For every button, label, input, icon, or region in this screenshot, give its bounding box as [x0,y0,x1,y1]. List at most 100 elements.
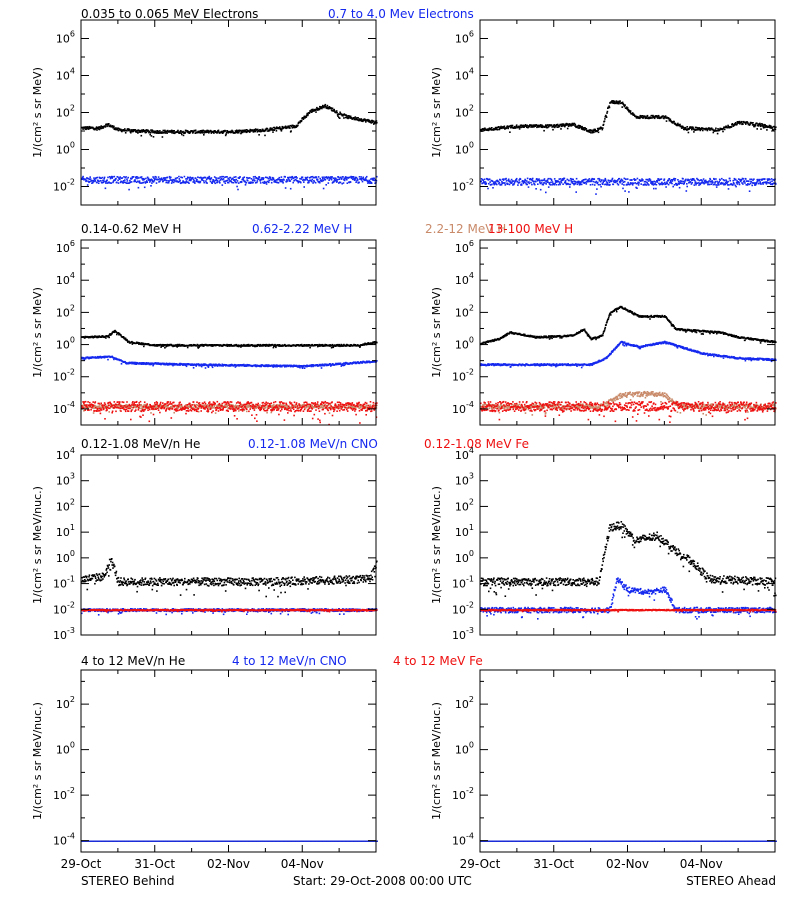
data-point [159,130,161,132]
data-point [152,181,155,183]
data-point [617,101,620,104]
data-point [210,177,213,179]
data-point [543,179,545,181]
data-point [115,127,117,129]
data-point [102,179,105,182]
data-point [762,125,764,128]
data-point [230,130,232,133]
data-point [662,115,664,117]
data-point [345,344,348,347]
data-point [575,191,577,193]
data-point [219,182,221,184]
data-point [482,179,485,182]
data-point [186,346,189,349]
data-point [210,130,212,132]
data-point [272,346,275,349]
data-point [201,132,204,134]
data-point [488,182,490,185]
data-point [265,345,267,347]
data-point [333,108,335,111]
data-point [81,357,84,360]
data-point [148,181,151,183]
data-point [276,365,278,368]
data-point [545,124,547,126]
data-point [333,180,335,182]
data-point [735,185,737,188]
data-point [539,188,542,191]
data-point [492,187,494,189]
data-point [219,406,221,408]
data-point [286,180,289,182]
data-point [253,344,256,347]
data-point [319,181,321,184]
data-point [336,114,339,116]
data-point [358,181,360,184]
data-point [162,132,164,134]
data-point [131,343,134,345]
data-point [224,134,227,137]
data-point [214,182,216,185]
data-point [269,176,272,179]
data-point [127,129,130,132]
data-point [305,344,308,346]
data-point [309,346,311,349]
data-point [571,178,573,180]
data-point [541,183,544,186]
data-point [591,180,593,182]
data-point [541,126,544,129]
data-point [310,176,313,178]
data-point [292,125,294,127]
data-point [185,404,187,406]
data-point [166,132,168,134]
data-point [724,181,727,184]
data-point [748,190,751,192]
data-point [166,364,169,366]
data-point [330,406,332,408]
data-point [322,187,325,190]
data-point [315,404,318,407]
legend-label: 4 to 12 MeV Fe [393,654,483,668]
data-point [690,127,693,129]
data-point [240,181,243,183]
data-point [330,177,332,179]
data-point [720,183,722,185]
data-point [517,184,519,186]
data-point [307,405,309,408]
data-point [156,363,159,365]
data-point [698,127,701,129]
data-point [657,117,659,119]
data-point [266,176,268,179]
data-point [261,407,264,409]
data-point [100,336,103,338]
data-point [177,345,180,347]
data-point [535,124,538,126]
data-point [262,178,265,181]
data-point [539,124,542,126]
data-point [326,104,329,107]
data-point [302,178,305,181]
data-point [723,128,726,131]
data-point [135,181,138,183]
data-point [297,122,300,125]
data-point [731,124,733,126]
data-point [715,178,717,180]
data-point [545,126,548,129]
data-point [636,187,638,189]
data-point [323,106,325,109]
data-point [664,183,667,185]
data-point [771,126,774,129]
data-point [358,119,360,122]
data-point [300,119,303,122]
data-point [100,177,102,179]
data-point [127,405,130,408]
data-point [124,337,126,339]
data-point [771,127,773,130]
data-point [346,115,349,117]
data-point [273,178,275,181]
data-point [174,180,176,182]
data-point [716,184,719,186]
data-point [250,181,252,184]
data-point [349,115,352,118]
data-point [749,123,751,125]
